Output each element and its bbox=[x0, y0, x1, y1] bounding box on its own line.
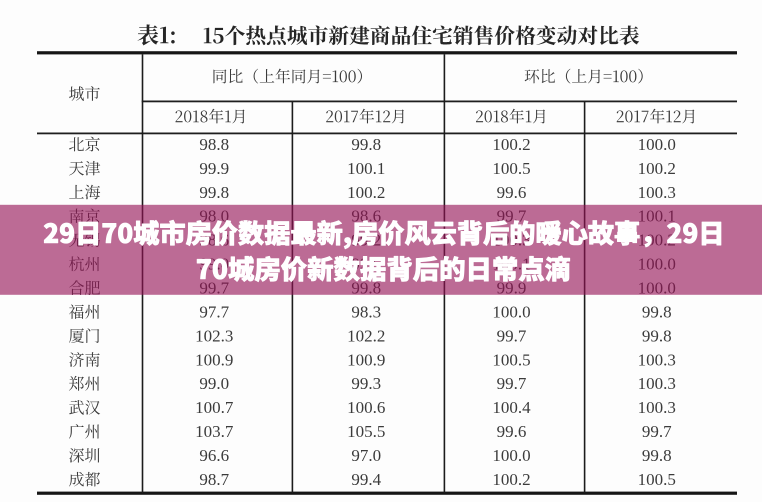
svg-text:96.6: 96.6 bbox=[199, 446, 229, 465]
svg-text:100.6: 100.6 bbox=[347, 398, 385, 417]
svg-text:99.6: 99.6 bbox=[497, 422, 527, 441]
svg-text:100.3: 100.3 bbox=[638, 350, 676, 369]
svg-text:100.9: 100.9 bbox=[195, 350, 233, 369]
svg-text:100.2: 100.2 bbox=[347, 183, 385, 202]
svg-text:98.3: 98.3 bbox=[351, 302, 381, 321]
svg-text:98.8: 98.8 bbox=[199, 135, 229, 154]
svg-text:100.5: 100.5 bbox=[638, 470, 676, 489]
svg-text:99.8: 99.8 bbox=[642, 446, 672, 465]
svg-text:100.2: 100.2 bbox=[492, 135, 530, 154]
svg-text:99.8: 99.8 bbox=[199, 183, 229, 202]
svg-text:97.7: 97.7 bbox=[199, 302, 229, 321]
svg-text:105.5: 105.5 bbox=[347, 422, 385, 441]
svg-text:100.5: 100.5 bbox=[492, 350, 530, 369]
svg-text:99.3: 99.3 bbox=[351, 374, 381, 393]
svg-text:100.5: 100.5 bbox=[492, 159, 530, 178]
svg-text:100.9: 100.9 bbox=[347, 350, 385, 369]
svg-text:100.0: 100.0 bbox=[638, 135, 676, 154]
svg-text:99.9: 99.9 bbox=[199, 159, 229, 178]
svg-text:99.0: 99.0 bbox=[199, 374, 229, 393]
svg-text:102.3: 102.3 bbox=[195, 326, 233, 345]
svg-text:99.4: 99.4 bbox=[351, 470, 381, 489]
svg-text:102.2: 102.2 bbox=[347, 326, 385, 345]
svg-text:100.1: 100.1 bbox=[347, 159, 385, 178]
svg-text:99.6: 99.6 bbox=[497, 183, 527, 202]
svg-text:100.3: 100.3 bbox=[638, 183, 676, 202]
svg-text:99.8: 99.8 bbox=[642, 302, 672, 321]
svg-text:100.7: 100.7 bbox=[195, 398, 234, 417]
svg-text:98.7: 98.7 bbox=[199, 470, 229, 489]
svg-text:103.7: 103.7 bbox=[195, 422, 234, 441]
svg-text:100.2: 100.2 bbox=[638, 159, 676, 178]
svg-text:100.0: 100.0 bbox=[492, 302, 530, 321]
svg-text:99.8: 99.8 bbox=[351, 135, 381, 154]
svg-text:99.7: 99.7 bbox=[497, 374, 527, 393]
svg-text:100.2: 100.2 bbox=[492, 470, 530, 489]
svg-text:100.3: 100.3 bbox=[638, 398, 676, 417]
svg-text:99.8: 99.8 bbox=[642, 326, 672, 345]
svg-text:97.0: 97.0 bbox=[351, 446, 381, 465]
svg-text:100.3: 100.3 bbox=[638, 374, 676, 393]
svg-text:99.7: 99.7 bbox=[642, 422, 672, 441]
svg-text:100.4: 100.4 bbox=[492, 398, 531, 417]
svg-text:99.7: 99.7 bbox=[497, 326, 527, 345]
svg-text:100.0: 100.0 bbox=[492, 446, 530, 465]
